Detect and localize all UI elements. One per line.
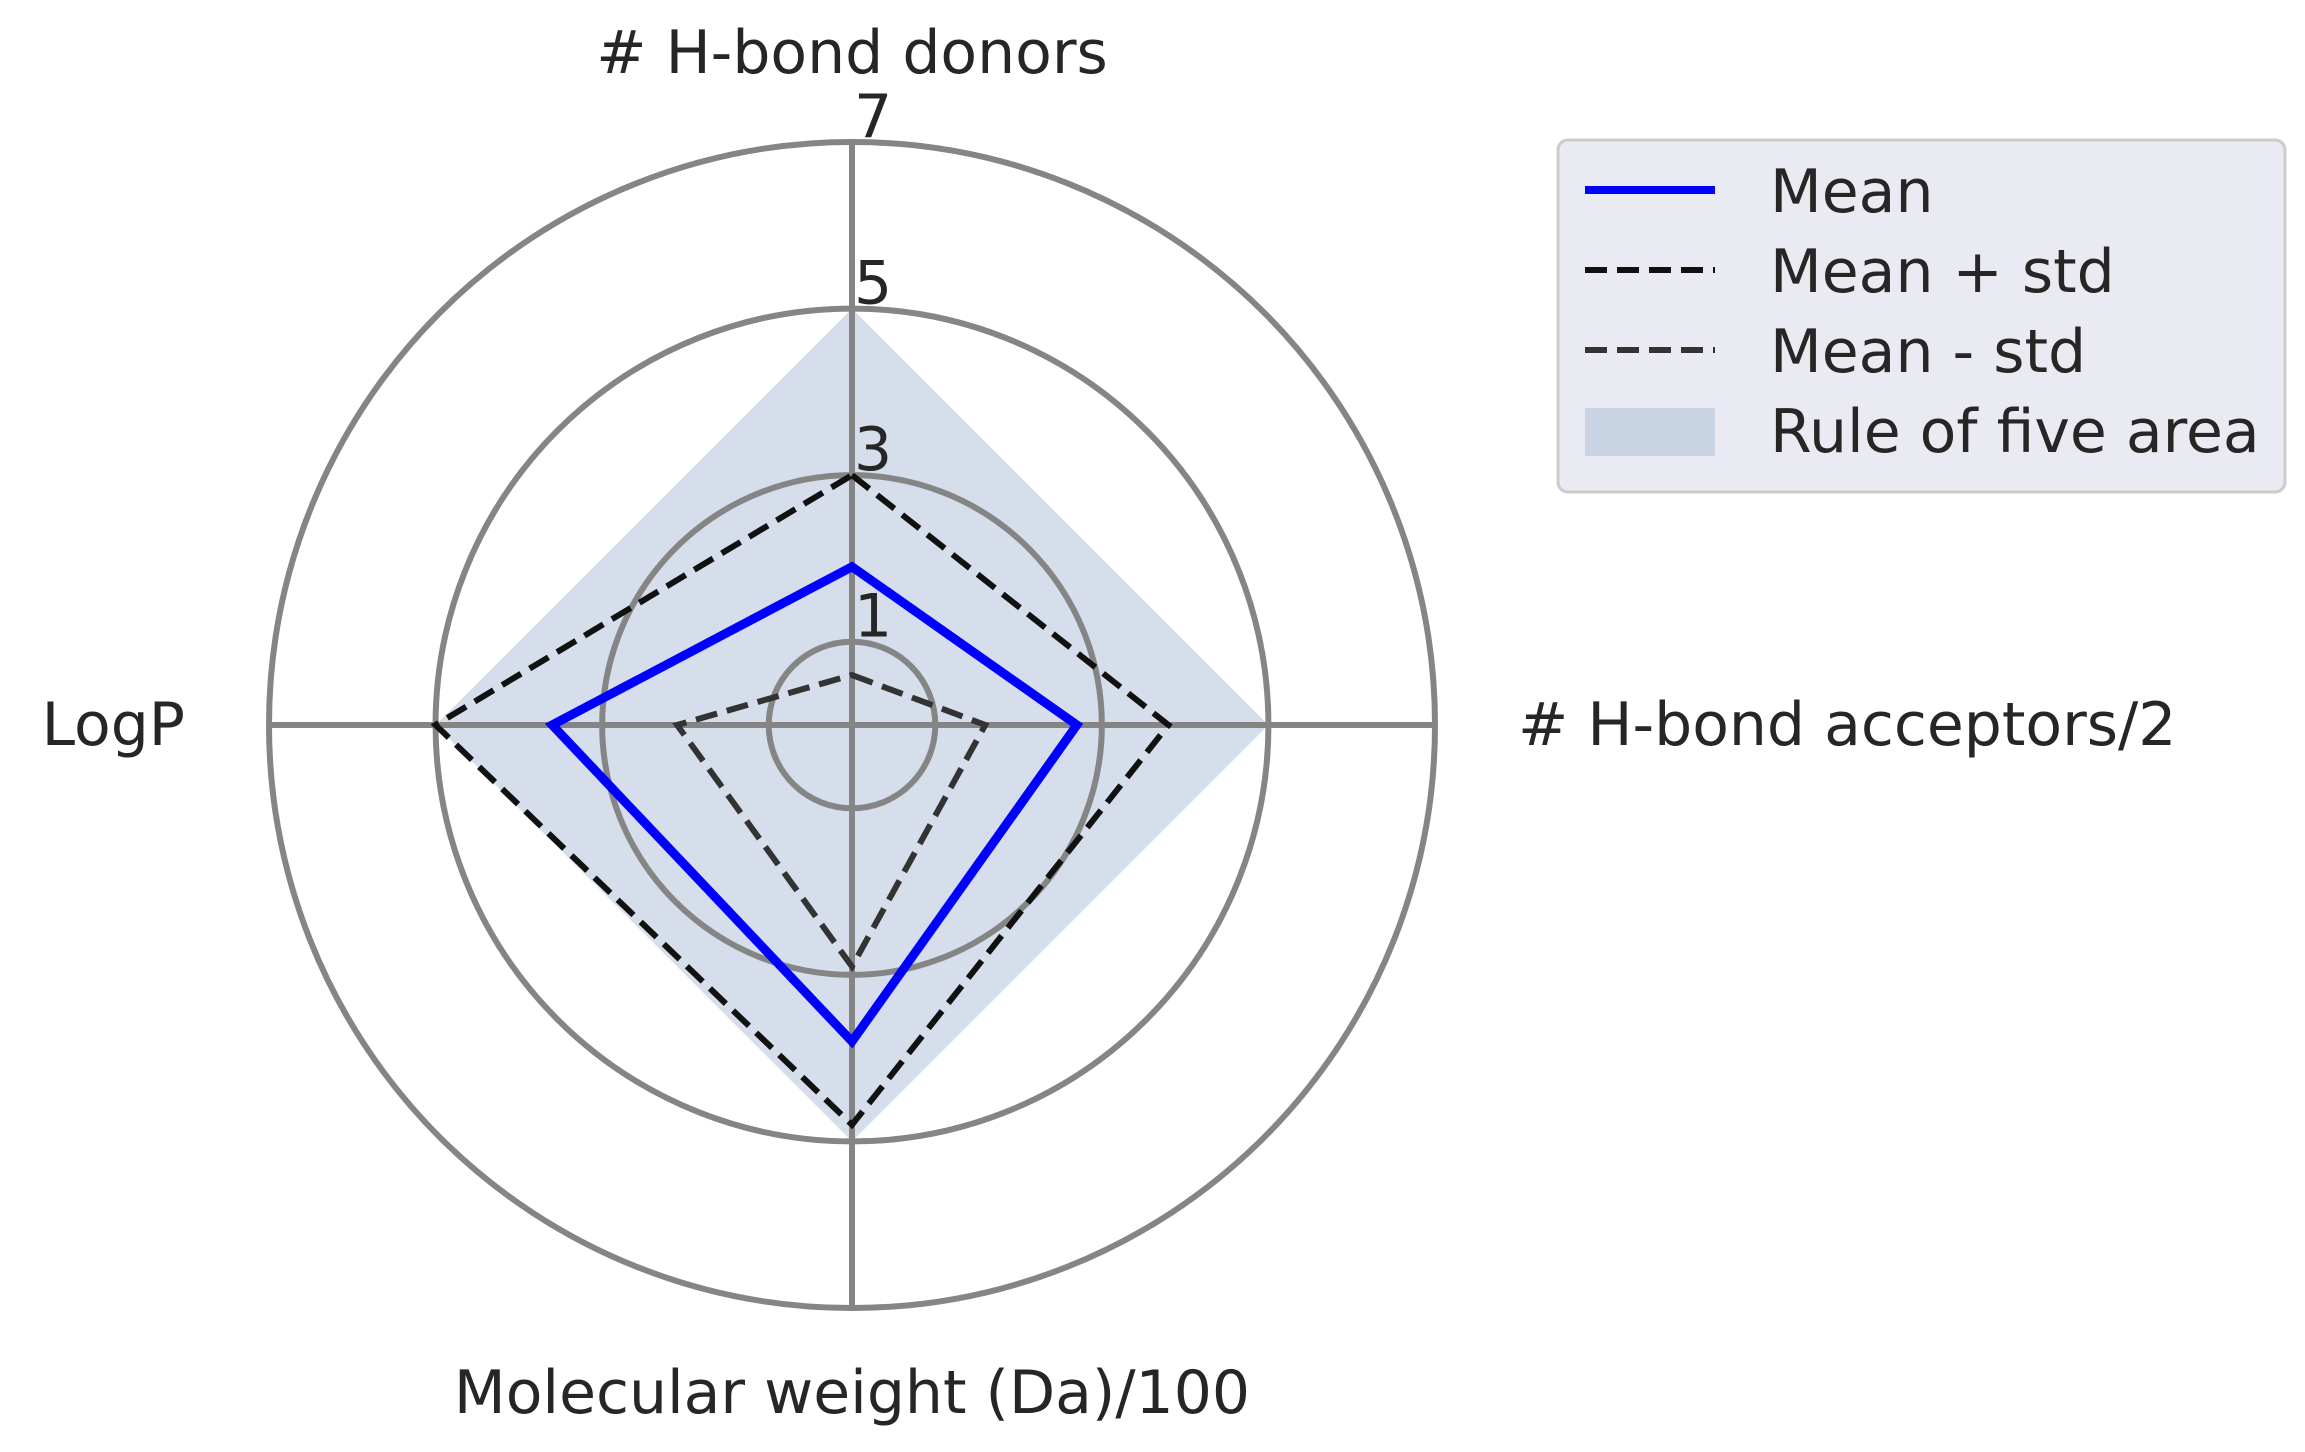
tick-label-7: 7 [854,82,892,152]
axis-label-hbond-acceptors: # H-bond acceptors/2 [1518,690,2176,760]
series-line-mean-minus-std [672,671,990,973]
legend: Mean Mean + std Mean - std Rule of five … [1556,138,2287,494]
series-line-mean [544,561,1084,1049]
series-lines [430,471,1173,1130]
radial-tick-labels: 1 3 5 7 [854,82,892,652]
axis-label-logp: LogP [42,690,185,760]
legend-label-mean: Mean [1770,157,1933,227]
legend-label-rule-of-five: Rule of five area [1770,397,2260,467]
tick-label-5: 5 [854,249,892,319]
axis-label-hbond-donors: # H-bond donors [596,18,1108,88]
axis-label-molecular-weight: Molecular weight (Da)/100 [454,1358,1250,1428]
radar-grid [266,139,1438,1311]
legend-label-mean-minus-std: Mean - std [1770,317,2086,387]
tick-label-1: 1 [854,582,892,652]
legend-box [1556,138,2287,494]
series-line-mean-plus-std [430,471,1173,1130]
legend-swatch-rule-of-five [1585,408,1715,456]
legend-label-mean-plus-std: Mean + std [1770,237,2115,307]
tick-label-3: 3 [854,415,892,485]
